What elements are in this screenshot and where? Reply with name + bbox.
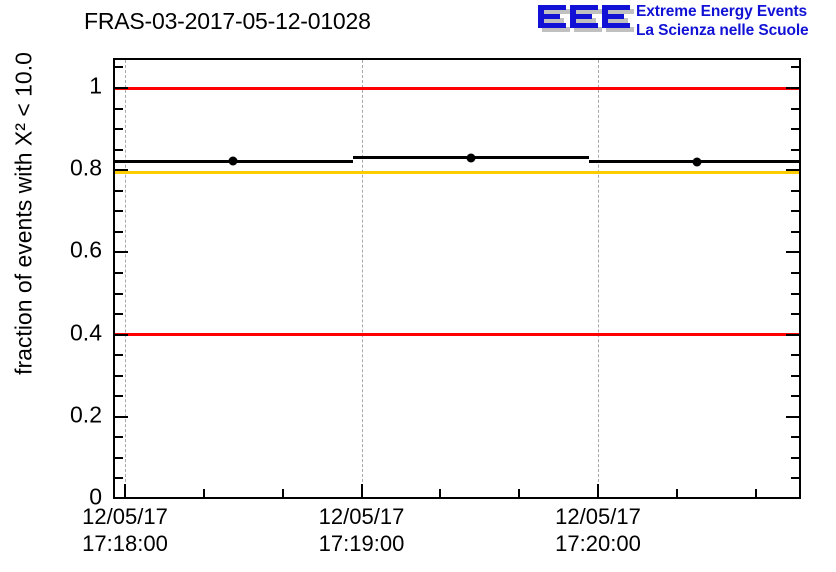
x-axis-tick-label-date: 12/05/17 [555,504,641,529]
y-axis-tick [791,271,799,274]
reference-line-lower-limit [115,333,799,337]
x-axis-tick [202,489,205,497]
y-axis-tick [791,354,799,357]
y-axis-tick-label: 0.6 [70,236,102,263]
eee-logo: Extreme Energy Events La Scienza nelle S… [536,2,832,44]
x-axis-tick [360,484,363,497]
y-axis-tick-labels: 0 0.2 0.4 0.6 0.8 1 [0,58,108,510]
y-axis-tick [115,415,128,418]
x-axis-tick [754,489,757,497]
y-axis-tick [791,395,799,398]
y-axis-tick [115,107,123,110]
x-axis-tick [439,489,442,497]
y-axis-tick [115,210,123,213]
y-axis-tick [791,66,799,69]
y-axis-tick [115,456,123,459]
y-axis-tick [791,189,799,192]
x-axis-tick-label: 12/05/17 17:18:00 [82,503,168,557]
grid-line-vertical [598,60,599,497]
y-axis-tick [791,230,799,233]
x-axis-tick-label: 12/05/17 17:19:00 [319,503,405,557]
data-point-marker [466,153,476,163]
y-axis-tick [786,415,799,418]
y-axis-tick [791,210,799,213]
y-axis-tick-label: 0.8 [70,154,102,181]
data-point-marker [228,156,238,166]
x-axis-tick-label-time: 17:19:00 [318,531,405,556]
y-axis-tick [115,148,123,151]
y-axis-tick [115,395,123,398]
y-axis-tick [115,292,123,295]
x-axis-tick-label-date: 12/05/17 [318,504,405,529]
x-axis-tick-labels: 12/05/17 17:18:00 12/05/17 17:19:00 12/05/17… [0,503,836,563]
y-axis-tick [791,456,799,459]
y-axis-tick-label: 1 [89,72,102,99]
x-axis-tick [281,489,284,497]
y-axis-tick [115,313,123,316]
plot-area [115,60,799,497]
data-point-marker [692,157,702,167]
y-axis-tick [791,128,799,131]
y-axis-tick [115,251,128,254]
x-axis-tick-label-time: 17:20:00 [555,531,641,556]
y-axis-tick-label: 0.2 [70,401,102,428]
grid-line-vertical [361,60,363,497]
y-axis-tick [791,374,799,377]
y-axis-tick [115,87,128,89]
eee-logo-mark-icon [538,5,634,32]
x-axis-tick-label: 12/05/17 17:20:00 [555,503,641,557]
y-axis-tick [115,128,123,131]
y-axis-tick [115,169,128,172]
y-axis-tick [786,87,799,89]
y-axis-tick [115,354,123,357]
y-axis-tick [791,292,799,295]
x-axis-tick [124,484,126,497]
y-axis-tick [115,189,123,192]
x-axis-tick-label-time: 17:18:00 [82,531,168,556]
y-axis-tick [115,477,123,480]
y-axis-tick [791,107,799,110]
chart-title: FRAS-03-2017-05-12-01028 [84,8,371,34]
reference-line-warning-threshold [115,170,799,174]
x-axis-tick [597,484,599,497]
y-axis-tick [791,436,799,439]
eee-logo-text: Extreme Energy Events La Scienza nelle S… [636,2,832,42]
plot-frame [113,58,801,499]
y-axis-tick-label: 0.4 [70,319,102,346]
eee-logo-line1: Extreme Energy Events [636,3,808,20]
y-axis-tick [791,313,799,316]
x-axis-tick-label-date: 12/05/17 [82,504,168,529]
x-axis-tick [675,489,678,497]
grid-line-vertical [125,60,126,497]
y-axis-tick [115,374,123,377]
reference-line-upper-limit [115,86,799,90]
y-axis-tick [115,230,123,233]
y-axis-tick [786,333,799,336]
y-axis-tick-label: 0 [89,483,102,510]
y-axis-tick [786,169,799,172]
y-axis-tick [791,148,799,151]
y-axis-tick [115,436,123,439]
x-axis-tick [518,489,521,497]
eee-logo-line2: La Scienza nelle Scuole [636,22,809,39]
y-axis-tick [115,333,128,336]
y-axis-tick [115,271,123,274]
y-axis-tick [115,66,123,69]
y-axis-tick [786,251,799,254]
y-axis-tick [791,477,799,480]
